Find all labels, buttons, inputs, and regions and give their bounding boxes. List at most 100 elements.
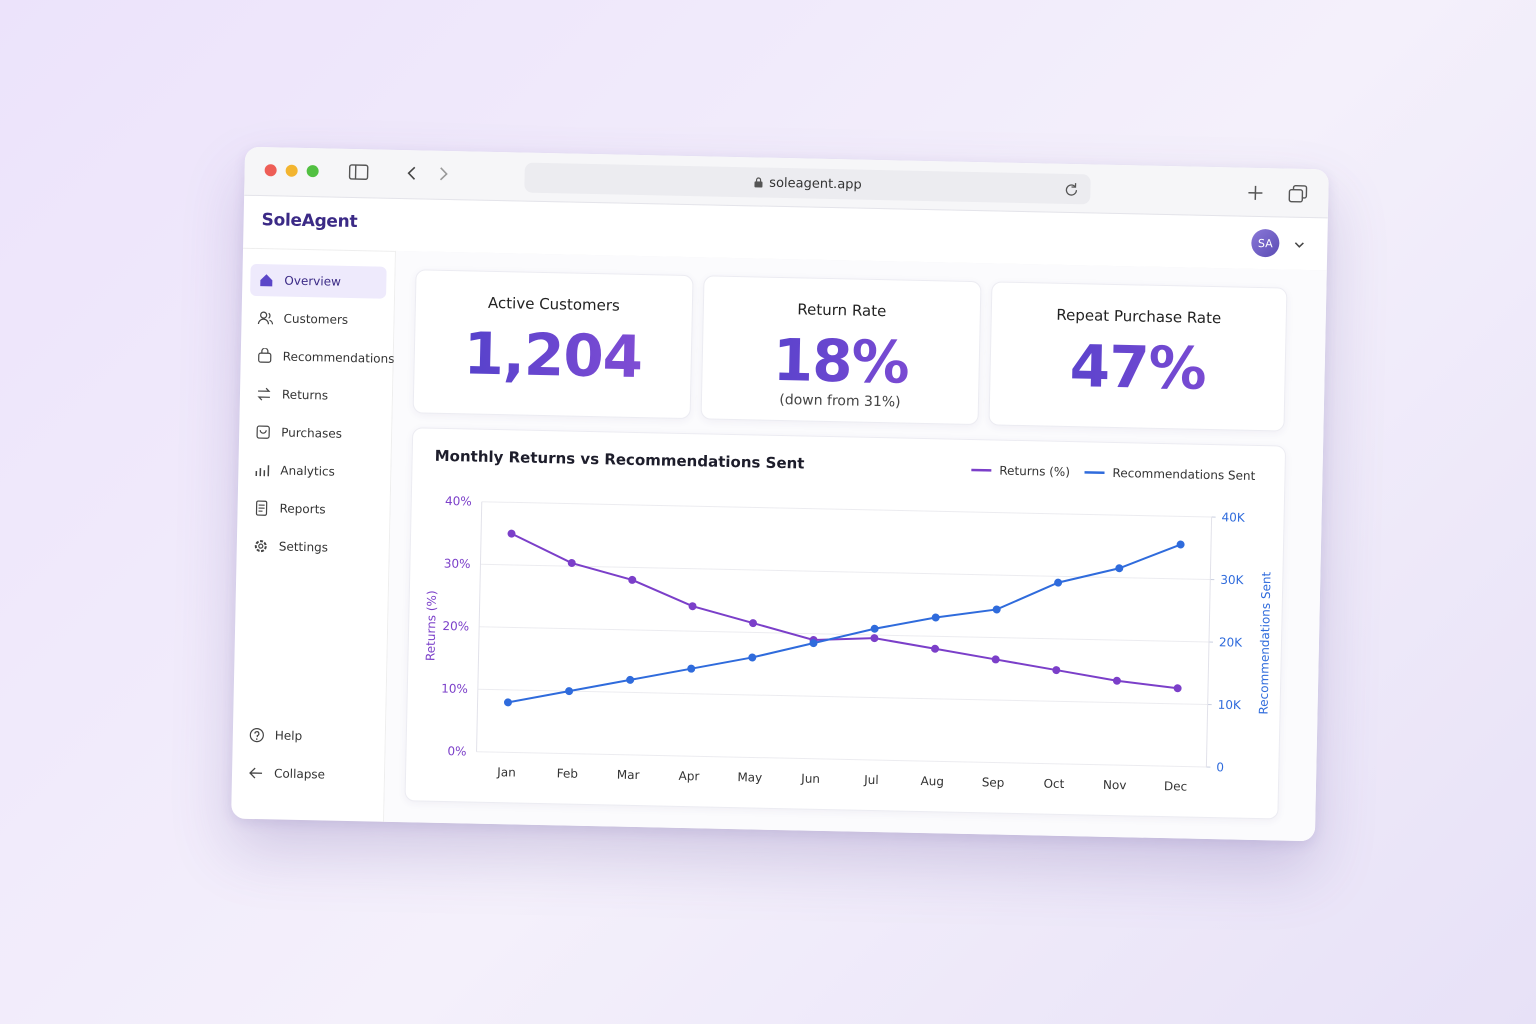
data-point [931,613,940,622]
nav-label: Settings [278,539,329,555]
data-point [567,559,576,568]
grid-line [480,563,1211,581]
nav-icon [255,500,268,516]
data-point [688,602,697,611]
nav-item[interactable]: Settings [244,530,381,565]
help-link[interactable]: Help [241,719,378,754]
minimize-button[interactable] [285,164,298,177]
data-point [1052,666,1061,675]
series-line [507,543,1181,704]
nav-item[interactable]: Analytics [246,454,383,489]
app-logo[interactable]: SoleAgent [261,210,358,233]
nav-item[interactable]: Recommendations [248,340,395,375]
x-tick-label: Mar [617,768,640,782]
sidebar: Overview Customers Recommendations Retur… [231,247,397,822]
data-point [1054,578,1063,587]
data-point [809,639,818,648]
nav-item[interactable]: Overview [250,263,387,299]
account-menu-chevron[interactable] [1293,240,1305,250]
x-tick-label: Jul [863,773,879,787]
data-point [507,529,516,538]
data-point [565,687,574,696]
x-tick-label: Dec [1164,779,1188,793]
reload-icon[interactable] [1064,182,1078,196]
data-point [1115,564,1124,573]
sidebar-toggle[interactable] [348,163,369,181]
nav-label: Returns [281,387,329,403]
grid-line [476,751,1207,768]
x-tick-label: Feb [557,766,579,780]
nav-label: Recommendations [282,349,395,366]
y2-axis-label: Recommendations Sent [1256,571,1273,714]
data-point [503,698,512,707]
help-label: Help [274,728,303,744]
x-tick-label: May [737,770,762,785]
grid-line [479,626,1210,643]
nav-arrows[interactable] [404,164,454,183]
kpi-label: Active Customers [487,293,621,315]
x-tick-label: Oct [1043,777,1064,791]
chart: Monthly Returns vs Recommendations Sent … [423,447,1273,794]
close-button[interactable] [264,164,277,177]
x-tick-label: Jun [800,771,820,785]
kpi-card: Repeat Purchase Rate 47% [988,281,1288,432]
y-tick-label: 20% [442,619,469,634]
collapse-icon [249,767,263,779]
kpi-value: 18% [702,324,979,398]
chart-card: Monthly Returns vs Recommendations Sent … [404,427,1287,820]
app-header: SoleAgent SA [243,195,1328,272]
legend-label: Recommendations Sent [1112,466,1255,483]
nav-label: Customers [283,311,349,327]
y2-tick-label: 30K [1220,573,1245,588]
data-point [1176,540,1185,549]
address-bar[interactable]: soleagent.app [524,162,1091,205]
data-point [870,634,879,643]
y-tick-label: 0% [447,744,466,758]
kpi-value: 47% [990,330,1285,404]
y2-tick-label: 0 [1216,760,1224,774]
data-point [991,655,1000,664]
nav-icon [256,425,270,439]
x-tick-label: Apr [678,769,699,783]
x-tick-label: Nov [1103,778,1127,792]
user-avatar[interactable]: SA [1251,228,1280,258]
plot-border-right [1205,517,1213,767]
main-content: Active Customers 1,204 Return Rate 18% (… [384,250,1327,842]
tabs-button[interactable] [1288,185,1308,203]
kpi-card: Return Rate 18% (down from 31%) [700,275,982,426]
data-point [992,605,1001,614]
lock-icon [754,177,763,188]
y-axis-label: Returns (%) [423,590,438,661]
nav-item[interactable]: Reports [245,492,382,527]
nav-label: Reports [279,501,326,517]
data-point [749,619,758,628]
data-point [687,664,696,673]
y-tick-label: 10% [441,681,468,696]
data-point [626,675,635,684]
legend-label: Returns (%) [999,464,1070,479]
kpi-card: Active Customers 1,204 [412,269,694,420]
y2-tick-label: 20K [1219,635,1244,650]
nav-item[interactable]: Returns [248,378,385,413]
data-point [628,575,637,584]
kpi-value: 1,204 [414,318,691,392]
nav-label: Purchases [281,425,343,441]
new-tab-button[interactable] [1246,184,1264,202]
y2-tick-label: 40K [1221,510,1246,525]
collapse-label: Collapse [273,766,326,782]
data-point [1173,684,1182,693]
plot-border-left [476,501,483,752]
grid-line [477,688,1208,706]
browser-window: soleagent.app SoleAgent SA Overview Cust… [231,146,1329,842]
nav-icon [260,274,273,287]
nav-icon [257,311,274,325]
chart-title: Monthly Returns vs Recommendations Sent [435,447,805,473]
x-tick-label: Aug [920,774,944,788]
nav-item[interactable]: Purchases [247,416,384,451]
collapse-button[interactable]: Collapse [240,757,377,792]
series-line [511,532,1178,690]
zoom-button[interactable] [306,165,319,178]
nav-item[interactable]: Customers [249,302,386,337]
x-tick-label: Sep [982,775,1005,789]
